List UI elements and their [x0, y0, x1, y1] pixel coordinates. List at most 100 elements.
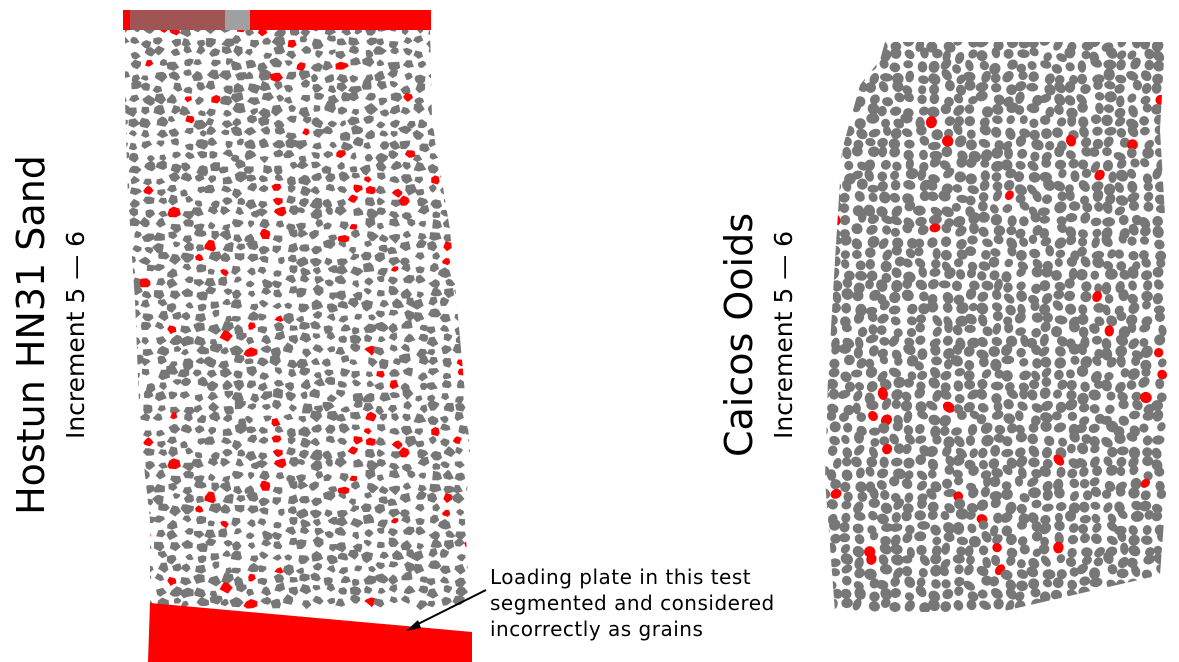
grain: [130, 37, 139, 44]
grain: [413, 50, 423, 59]
grain: [116, 461, 127, 469]
grain: [223, 414, 232, 422]
grain: [180, 391, 190, 399]
grain: [129, 393, 141, 403]
grain: [1090, 512, 1102, 525]
grain: [329, 49, 336, 55]
grain: [830, 149, 844, 164]
grain: [1154, 124, 1168, 137]
grain: [272, 497, 281, 505]
grain: [182, 312, 191, 321]
grain: [975, 37, 990, 49]
grain: [456, 94, 465, 103]
grain: [284, 97, 293, 104]
grain: [220, 330, 233, 342]
grain: [238, 198, 246, 206]
grain: [142, 485, 156, 494]
grain: [851, 249, 863, 260]
grain: [276, 94, 284, 101]
grain: [278, 257, 285, 265]
grain: [287, 176, 296, 186]
grain: [367, 380, 375, 387]
grain: [142, 589, 150, 597]
grain: [167, 458, 180, 469]
grain: [145, 499, 154, 506]
grain: [990, 444, 1001, 457]
grain: [830, 181, 842, 193]
grain: [427, 241, 437, 251]
grain: [440, 325, 450, 332]
grain: [194, 279, 205, 287]
grain: [271, 184, 281, 191]
grain: [204, 437, 216, 445]
grain: [284, 303, 292, 310]
grain: [444, 333, 453, 341]
grain: [454, 564, 465, 575]
grain: [1028, 487, 1041, 498]
grain: [1154, 134, 1164, 146]
grain: [812, 599, 826, 612]
grain: [296, 62, 305, 71]
grain: [962, 563, 976, 578]
grain: [286, 116, 296, 124]
grain: [1067, 534, 1079, 546]
grain: [1141, 596, 1154, 610]
grain: [131, 355, 143, 365]
grain: [287, 428, 296, 438]
grain: [468, 438, 476, 445]
grain: [349, 247, 356, 254]
grain: [288, 494, 298, 504]
grain: [841, 250, 851, 259]
grain: [295, 140, 308, 150]
grain: [471, 517, 479, 525]
grain: [963, 358, 976, 372]
grain: [377, 528, 384, 534]
grain: [1051, 326, 1063, 338]
grain: [415, 82, 425, 93]
grain: [231, 551, 242, 561]
grain: [828, 159, 838, 169]
grain: [142, 542, 152, 550]
grain: [154, 484, 165, 493]
grain: [353, 459, 363, 468]
grain: [366, 38, 377, 46]
grain: [879, 489, 891, 501]
grain: [443, 486, 454, 494]
grain: [143, 179, 152, 186]
grain: [299, 496, 310, 504]
grain: [196, 597, 209, 606]
grain: [1130, 588, 1142, 600]
grain: [1052, 235, 1068, 251]
grain: [879, 158, 893, 172]
grain: [941, 301, 954, 315]
grain: [223, 299, 231, 306]
grain: [902, 456, 917, 470]
grain: [337, 258, 348, 266]
grain: [1056, 466, 1066, 478]
grain: [362, 79, 372, 90]
grain: [927, 60, 940, 74]
grain: [313, 519, 321, 527]
grain: [259, 551, 269, 559]
grain: [169, 71, 181, 81]
grain: [1080, 281, 1092, 293]
grain: [469, 83, 476, 89]
grain: [842, 146, 852, 159]
grain: [456, 587, 468, 597]
grain: [816, 150, 828, 162]
grain: [155, 391, 167, 401]
grain: [312, 299, 324, 310]
grain: [838, 52, 851, 64]
grain: [139, 118, 151, 129]
grain: [153, 413, 163, 421]
grain: [243, 347, 257, 357]
grain: [235, 458, 244, 467]
grain: [950, 426, 963, 437]
grain: [1067, 411, 1077, 421]
grain: [851, 369, 863, 378]
grain: [468, 415, 482, 426]
grain: [1139, 488, 1153, 502]
grain: [917, 521, 930, 530]
grain: [929, 552, 943, 566]
grain: [877, 79, 890, 94]
